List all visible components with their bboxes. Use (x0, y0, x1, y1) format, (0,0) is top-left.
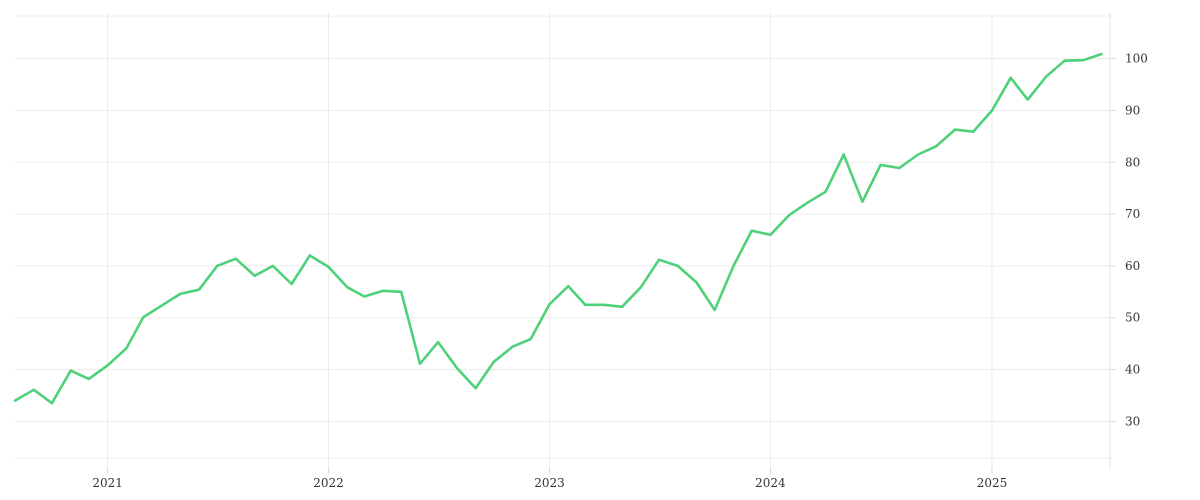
x-tick-label: 2024 (755, 476, 786, 490)
y-tick-label: 40 (1125, 363, 1140, 377)
series-group (13, 52, 1103, 405)
y-axis-ticks: 30 40 50 60 70 80 90 100 (1110, 52, 1148, 428)
series-line (13, 52, 1103, 405)
y-tick-label: 100 (1125, 52, 1148, 66)
y-tick-label: 50 (1125, 311, 1140, 325)
y-tick-label: 70 (1125, 207, 1140, 221)
y-tick-label: 30 (1125, 414, 1140, 428)
horizontal-grid (15, 15, 1110, 422)
x-tick-label: 2025 (977, 476, 1008, 490)
axes (15, 12, 1111, 468)
x-tick-label: 2022 (313, 476, 344, 490)
y-tick-label: 80 (1125, 155, 1140, 169)
x-tick-label: 2023 (534, 476, 565, 490)
x-tick-label: 2021 (92, 476, 123, 490)
y-tick-label: 90 (1125, 103, 1140, 117)
x-axis-ticks: 2021 2022 2023 2024 2025 (92, 468, 1007, 490)
y-tick-label: 60 (1125, 259, 1140, 273)
vertical-grid (107, 12, 993, 468)
